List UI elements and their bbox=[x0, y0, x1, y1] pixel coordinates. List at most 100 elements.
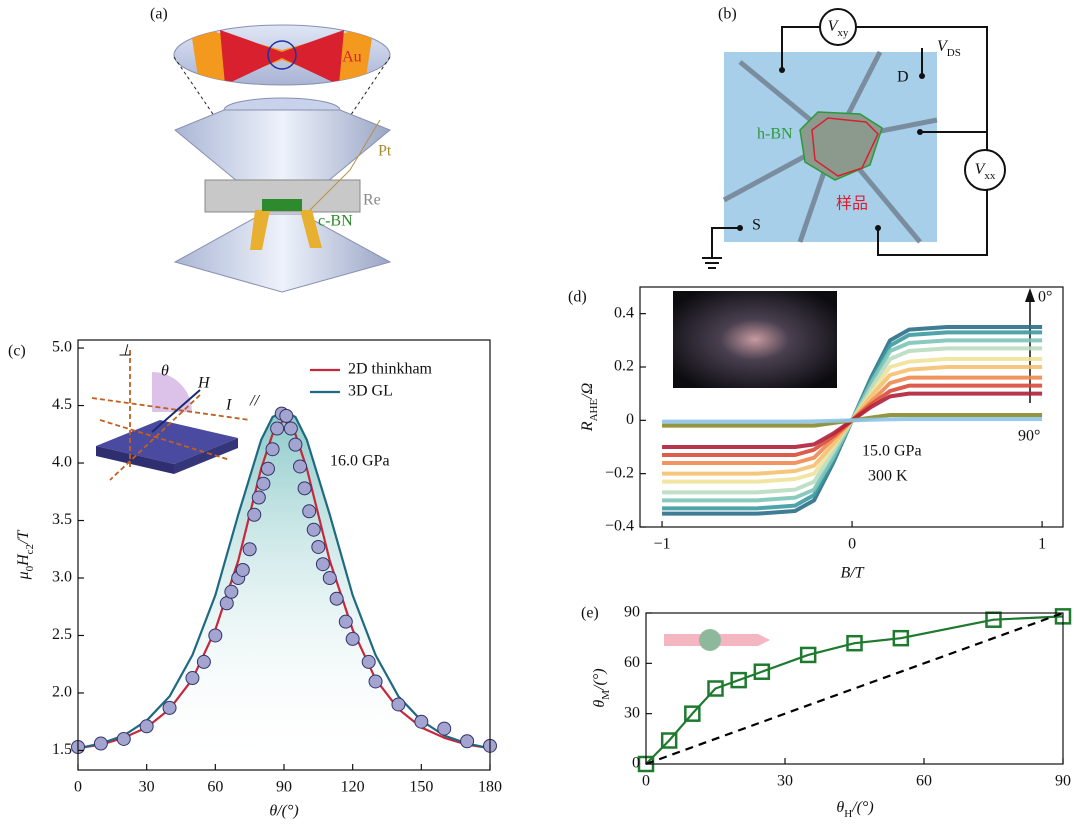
point bbox=[362, 655, 375, 668]
legend-label: 3D GL bbox=[348, 383, 393, 400]
annotation: 90° bbox=[1018, 428, 1040, 445]
point bbox=[461, 735, 474, 748]
label-part: c2 bbox=[24, 544, 36, 554]
point bbox=[236, 563, 249, 576]
y-tick-label: −0.4 bbox=[605, 518, 634, 535]
y-tick-label: 1.5 bbox=[52, 741, 72, 758]
y-axis-label: μ0Hc2/T bbox=[15, 529, 36, 580]
y-tick-label: 0.4 bbox=[614, 304, 634, 321]
x-tick-label: 1 bbox=[1038, 536, 1046, 553]
inset-label: θ bbox=[161, 363, 169, 380]
point bbox=[369, 675, 382, 688]
y-axis-label: θM/(°) bbox=[591, 668, 612, 707]
label-part: θ bbox=[591, 700, 608, 708]
panel-label: (b) bbox=[718, 6, 737, 23]
point bbox=[94, 737, 107, 750]
y-tick-label: 90 bbox=[624, 604, 640, 621]
y-tick-label: 5.0 bbox=[52, 339, 72, 356]
x-tick-label: 180 bbox=[478, 779, 502, 796]
point bbox=[261, 462, 274, 475]
point bbox=[284, 422, 297, 435]
label: S bbox=[752, 217, 761, 234]
label: Ti/Au bbox=[324, 49, 362, 66]
y-axis-label: RAHE/Ω bbox=[579, 383, 600, 432]
y-tick-label: 4.5 bbox=[52, 396, 72, 413]
point bbox=[243, 543, 256, 556]
point bbox=[312, 540, 325, 553]
point bbox=[289, 438, 302, 451]
x-tick-label: −1 bbox=[654, 536, 671, 553]
y-tick-label: 3.5 bbox=[52, 511, 72, 528]
panel-label: (d) bbox=[568, 289, 587, 306]
label-part: μ bbox=[15, 571, 32, 580]
label-part: DS bbox=[947, 47, 961, 59]
label-part: R bbox=[579, 421, 596, 432]
x-tick-label: 120 bbox=[341, 779, 365, 796]
y-tick-label: 0 bbox=[632, 755, 640, 772]
x-tick-label: 0 bbox=[74, 779, 82, 796]
inset-label: H bbox=[197, 375, 211, 392]
x-tick-label: 60 bbox=[207, 779, 223, 796]
panel-label: (c) bbox=[8, 343, 26, 360]
label: Re bbox=[363, 192, 381, 209]
label-part: /(°) bbox=[851, 799, 874, 816]
x-tick-label: 0 bbox=[642, 773, 650, 790]
inset-label: // bbox=[249, 393, 260, 410]
point bbox=[415, 715, 428, 728]
point bbox=[294, 460, 307, 473]
annotation: 300 K bbox=[868, 468, 908, 485]
point bbox=[323, 571, 336, 584]
chart: (e)03060900306090θH/(°)θM/(°) bbox=[581, 604, 1071, 820]
y-tick-label: −0.2 bbox=[605, 464, 634, 481]
label-part: xy bbox=[837, 27, 849, 39]
page: (a) Ti/Au Pt Re c-BN (b) Vxy VDS D h-BN … bbox=[0, 0, 1074, 825]
x-tick-label: 0 bbox=[848, 536, 856, 553]
point bbox=[298, 482, 311, 495]
x-tick-label: 90 bbox=[1055, 773, 1071, 790]
y-tick-label: 4.0 bbox=[52, 454, 72, 471]
label-part: /Ω bbox=[579, 383, 596, 400]
point bbox=[266, 443, 279, 456]
point bbox=[163, 701, 176, 714]
y-tick-label: 2.0 bbox=[52, 684, 72, 701]
x-axis-label: B/T bbox=[840, 565, 864, 582]
point bbox=[252, 491, 265, 504]
label-part: /(°) bbox=[591, 668, 608, 691]
anvil-diagram: (a) Ti/Au Pt Re c-BN bbox=[150, 6, 392, 292]
point bbox=[392, 698, 405, 711]
legend-label: 2D thinkham bbox=[348, 361, 433, 378]
device-diagram: (b) Vxy VDS D h-BN Vxx 样品 S bbox=[702, 6, 1005, 268]
x-tick-label: 90 bbox=[276, 779, 292, 796]
y-tick-label: 2.5 bbox=[52, 626, 72, 643]
annotation: 15.0 GPa bbox=[862, 443, 922, 460]
y-tick-label: 60 bbox=[624, 654, 640, 671]
panel-label: (a) bbox=[150, 6, 168, 23]
point bbox=[438, 722, 451, 735]
label: Pt bbox=[378, 143, 392, 160]
x-tick-label: 150 bbox=[409, 779, 433, 796]
point bbox=[339, 615, 352, 628]
annotation: 16.0 GPa bbox=[330, 453, 390, 470]
line bbox=[662, 419, 1042, 422]
label: c-BN bbox=[318, 213, 353, 230]
point bbox=[280, 409, 293, 422]
label: h-BN bbox=[757, 126, 793, 143]
point bbox=[225, 585, 238, 598]
point bbox=[316, 558, 329, 571]
x-tick-label: 30 bbox=[777, 773, 793, 790]
point bbox=[307, 523, 320, 536]
y-tick-label: 30 bbox=[624, 704, 640, 721]
point bbox=[346, 632, 359, 645]
point bbox=[257, 477, 270, 490]
annotation: 0° bbox=[1038, 289, 1052, 306]
label-part: M bbox=[600, 690, 612, 700]
x-tick-label: 60 bbox=[916, 773, 932, 790]
label: D bbox=[897, 69, 909, 86]
y-tick-label: 3.0 bbox=[52, 569, 72, 586]
label: 样品 bbox=[836, 195, 868, 213]
point bbox=[197, 655, 210, 668]
figure: (a) Ti/Au Pt Re c-BN (b) Vxy VDS D h-BN … bbox=[0, 0, 1074, 825]
point bbox=[186, 672, 199, 685]
label-part: AHE bbox=[588, 399, 600, 422]
